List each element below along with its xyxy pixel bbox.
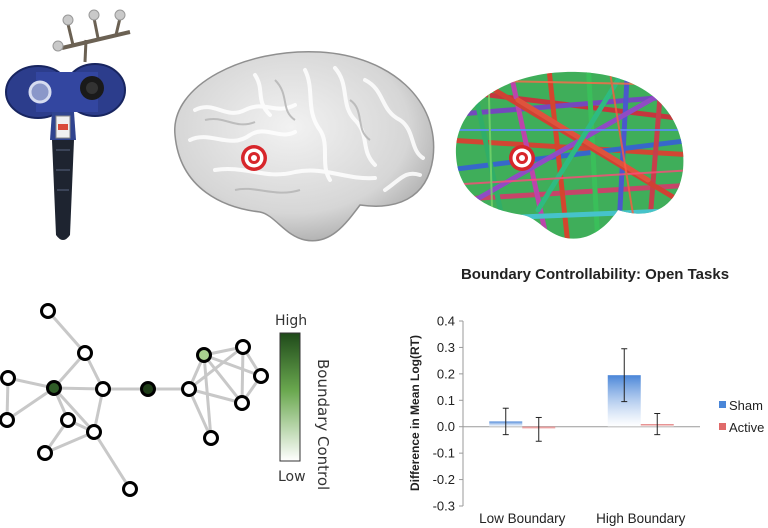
network-node-controller: [140, 381, 156, 397]
network-node-controller: [46, 380, 62, 396]
x-category-label: High Boundary: [596, 511, 686, 526]
bar-chart: Difference in Mean Log(RT) 0.4 0.3 0.2 0.1 0…: [408, 314, 764, 527]
y-axis-label: Difference in Mean Log(RT): [408, 335, 422, 491]
x-category-label: Low Boundary: [479, 511, 566, 526]
y-tick-label: -0.3: [433, 499, 455, 514]
network-node-controller: [196, 347, 212, 363]
network-graph: [0, 303, 269, 497]
tms-coil-icon: [5, 9, 131, 240]
network-node: [0, 412, 15, 428]
network-node: [95, 381, 111, 397]
y-tick-label: -0.2: [433, 472, 455, 487]
network-node: [0, 370, 16, 386]
network-node: [203, 430, 219, 446]
y-tick-label: 0.1: [437, 393, 455, 408]
network-node: [181, 381, 197, 397]
y-tick-label: -0.1: [433, 446, 455, 461]
target-icon: [241, 145, 267, 171]
legend-label-sham: Sham: [729, 398, 763, 413]
colorbar-gradient: [279, 332, 301, 462]
network-node: [235, 339, 251, 355]
target-icon: [509, 145, 535, 171]
network-node: [253, 368, 269, 384]
legend-label-active: Active: [729, 420, 764, 435]
brain-tractography-icon: [455, 71, 684, 239]
colorbar: High Low Boundary Controllability: [275, 313, 332, 490]
network-edges: [5, 310, 263, 490]
brain-cortex-icon: [174, 50, 435, 242]
y-tick-label: 0.0: [437, 419, 455, 434]
y-tick-label: 0.3: [437, 340, 455, 355]
y-tick-label: 0.2: [437, 366, 455, 381]
legend-swatch-sham: [719, 401, 726, 408]
network-node: [60, 412, 76, 428]
colorbar-low-label: Low: [278, 469, 306, 485]
network-node: [122, 481, 138, 497]
network-node: [234, 395, 250, 411]
legend-swatch-active: [719, 423, 726, 430]
colorbar-high-label: High: [275, 313, 307, 329]
network-node: [40, 303, 56, 319]
chart-title: Boundary Controllability: Open Tasks: [460, 266, 730, 283]
network-node: [37, 445, 53, 461]
y-tick-label: 0.4: [437, 314, 455, 329]
network-node: [77, 345, 93, 361]
colorbar-title: Boundary Controllability: [314, 359, 332, 490]
network-node: [86, 424, 102, 440]
